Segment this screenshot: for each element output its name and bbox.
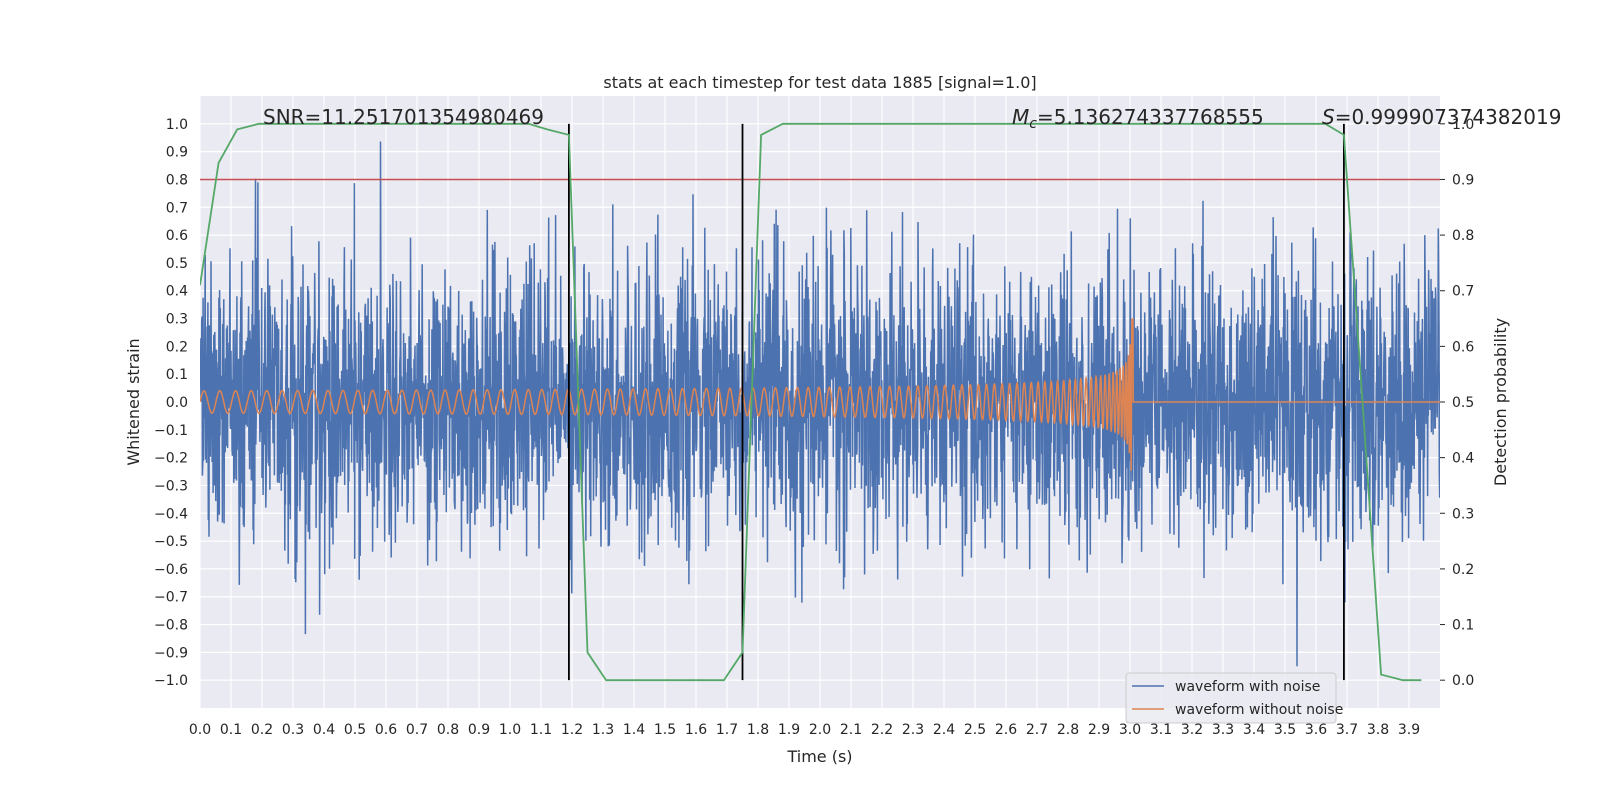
x-tick-label: 2.3 [902,722,924,738]
x-tick-label: 0.4 [313,722,335,738]
x-tick-label: 0.3 [282,722,304,738]
x-tick-labels: 0.0 0.1 0.2 0.3 0.4 0.5 0.6 0.7 0.8 0.9 1.0 1.1 1.2 1… [189,722,1420,738]
y2-tick-label: 0.1 [1452,618,1474,634]
legend-box [1125,672,1337,724]
y2-tick-label: 0.9 [1452,172,1474,188]
x-tick-label: 0.8 [437,722,459,738]
x-tick-label: 1.8 [747,722,769,738]
y2-tick-label: 0.3 [1452,506,1474,522]
y-axis-label: Whitened strain [124,338,143,465]
x-tick-label: 2.6 [995,722,1017,738]
y-tick-label: 0.0 [166,395,188,411]
x-tick-label: 1.2 [561,722,583,738]
x-tick-label: 0.5 [344,722,366,738]
x-tick-label: 3.5 [1274,722,1296,738]
x-tick-label: 1.3 [592,722,614,738]
x-tick-label: 1.9 [778,722,800,738]
x-tick-label: 0.6 [375,722,397,738]
x-tick-label: 3.8 [1367,722,1389,738]
y-tick-label: 0.4 [166,284,188,300]
trigger-lines [568,123,1345,681]
y-tick-label: 0.8 [166,172,188,188]
chart-title: stats at each timestep for test data 188… [603,73,1036,92]
y-tick-label: 0.7 [166,200,188,216]
x-tick-label: 1.6 [685,722,707,738]
y2-tick-label: 0.7 [1452,284,1474,300]
y2-tick-label: 0.6 [1452,339,1474,355]
y2-axis-label: Detection probability [1491,318,1510,486]
x-tick-label: 3.0 [1119,722,1141,738]
x-tick-label: 0.0 [189,722,211,738]
legend: waveform with noise waveform without noi… [1125,672,1343,724]
annotation-probability: S=0.999907374382019 [1322,105,1561,129]
x-tick-label: 3.3 [1212,722,1234,738]
series-detection-probability [200,122,1422,682]
y-tick-label: −0.8 [154,618,188,634]
y-tick-label: −0.7 [154,590,188,606]
y-tick-label: 0.9 [166,145,188,161]
x-tick-label: 3.6 [1305,722,1327,738]
y2-tick-label: 0.5 [1452,395,1474,411]
x-tick-label: 2.7 [1026,722,1048,738]
x-tick-label: 0.2 [251,722,273,738]
y-tick-label: −0.1 [154,423,188,439]
y-tick-label: −0.6 [154,562,188,578]
x-tick-label: 3.4 [1243,722,1265,738]
y-tick-label: −0.9 [154,645,188,661]
y-tick-label: −0.4 [154,506,188,522]
legend-label-clean: waveform without noise [1175,702,1343,718]
y-tick-label: −0.3 [154,478,188,494]
annotation-probability-value: =0.999907374382019 [1335,105,1562,129]
y2-tick-label: 1.0 [1452,117,1474,133]
series-waveform-without-noise [200,318,1440,471]
x-tick-label: 0.9 [468,722,490,738]
series-waveform-with-noise [200,141,1440,667]
x-tick-label: 2.4 [933,722,955,738]
x-tick-label: 0.7 [406,722,428,738]
y-tick-label: 0.5 [166,256,188,272]
x-axis-label: Time (s) [786,747,852,766]
x-tick-label: 2.5 [964,722,986,738]
annotation-probability-symbol: S [1322,105,1335,129]
y-tick-labels: 1.0 0.9 0.8 0.7 0.6 0.5 0.4 0.3 0.2 0.1 0.0 −0.1 −0.… [154,117,188,689]
y-tick-label: −1.0 [154,673,188,689]
y2-tick-label: 0.4 [1452,451,1474,467]
x-tick-label: 2.9 [1088,722,1110,738]
x-tick-label: 3.9 [1398,722,1420,738]
x-tick-label: 1.0 [499,722,521,738]
y-tick-label: −0.2 [154,451,188,467]
x-tick-label: 1.1 [530,722,552,738]
x-tick-label: 2.8 [1057,722,1079,738]
x-tick-label: 2.1 [840,722,862,738]
x-tick-label: 3.7 [1336,722,1358,738]
x-tick-label: 0.1 [220,722,242,738]
x-tick-label: 2.0 [809,722,831,738]
y-tick-label: 0.1 [166,367,188,383]
x-tick-label: 1.4 [623,722,645,738]
x-tick-label: 1.7 [716,722,738,738]
annotation-chirp-mass-symbol: M [1012,105,1029,129]
y-tick-label: 0.2 [166,339,188,355]
x-tick-label: 2.2 [871,722,893,738]
annotation-chirp-mass-sub: c [1029,116,1037,132]
y-tick-label: −0.5 [154,534,188,550]
x-tick-label: 3.2 [1181,722,1203,738]
y2-tick-label: 0.8 [1452,228,1474,244]
y-tick-label: 0.6 [166,228,188,244]
annotation-chirp-mass: Mc=5.136274337768555 [1012,105,1264,132]
annotation-chirp-mass-value: =5.136274337768555 [1037,105,1264,129]
annotation-snr: SNR=11.251701354980469 [263,105,544,129]
y-tick-label: 1.0 [166,117,188,133]
y2-tick-labels: 1.0 0.9 0.8 0.7 0.6 0.5 0.4 0.3 0.2 0.1 0.0 [1440,117,1474,689]
y2-tick-label: 0.2 [1452,562,1474,578]
x-tick-label: 1.5 [654,722,676,738]
y2-tick-label: 0.0 [1452,673,1474,689]
x-tick-label: 3.1 [1150,722,1172,738]
legend-label-noise: waveform with noise [1175,679,1320,695]
y-tick-label: 0.3 [166,312,188,328]
